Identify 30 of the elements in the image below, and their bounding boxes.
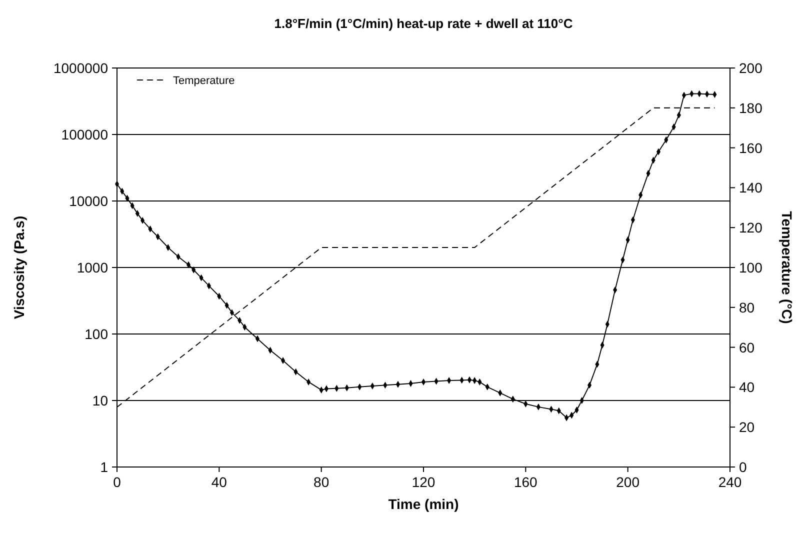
x-tick-label: 40 [211, 474, 228, 490]
y2-tick-label: 40 [739, 379, 755, 396]
x-tick-label: 160 [514, 474, 538, 490]
y-tick-label: 100000 [61, 126, 108, 142]
y-tick-label: 100 [84, 326, 108, 342]
x-tick-label: 200 [616, 474, 640, 490]
y-tick-label: 1000 [76, 260, 108, 276]
x-tick-label: 120 [412, 474, 436, 490]
y2-tick-label: 80 [739, 299, 755, 316]
y2-tick-label: 0 [739, 459, 747, 475]
y-axis-title: Viscosity (Pa.s) [11, 216, 27, 320]
y2-tick-label: 180 [739, 100, 763, 116]
y2-tick-label: 100 [739, 260, 763, 276]
y2-tick-label: 60 [739, 339, 755, 356]
x-tick-label: 0 [113, 474, 122, 490]
x-axis-title: Time (min) [388, 496, 459, 512]
chart-title: 1.8°F/min (1°C/min) heat-up rate + dwell at 110°C [274, 16, 574, 31]
y2-axis-title: Temperature (°C) [779, 211, 795, 324]
x-tick-label: 240 [718, 474, 742, 490]
y2-tick-label: 160 [739, 140, 763, 156]
y2-tick-label: 120 [739, 220, 763, 236]
y2-tick-label: 20 [739, 419, 755, 436]
y-tick-label: 10 [92, 392, 108, 408]
x-tick-label: 80 [314, 474, 330, 490]
y2-tick-label: 200 [739, 60, 763, 76]
y-tick-label: 1000000 [53, 60, 108, 76]
y-tick-label: 1 [100, 459, 108, 475]
y2-tick-label: 140 [739, 180, 763, 196]
y-tick-label: 10000 [69, 193, 108, 209]
legend-label: Temperature [173, 75, 235, 87]
